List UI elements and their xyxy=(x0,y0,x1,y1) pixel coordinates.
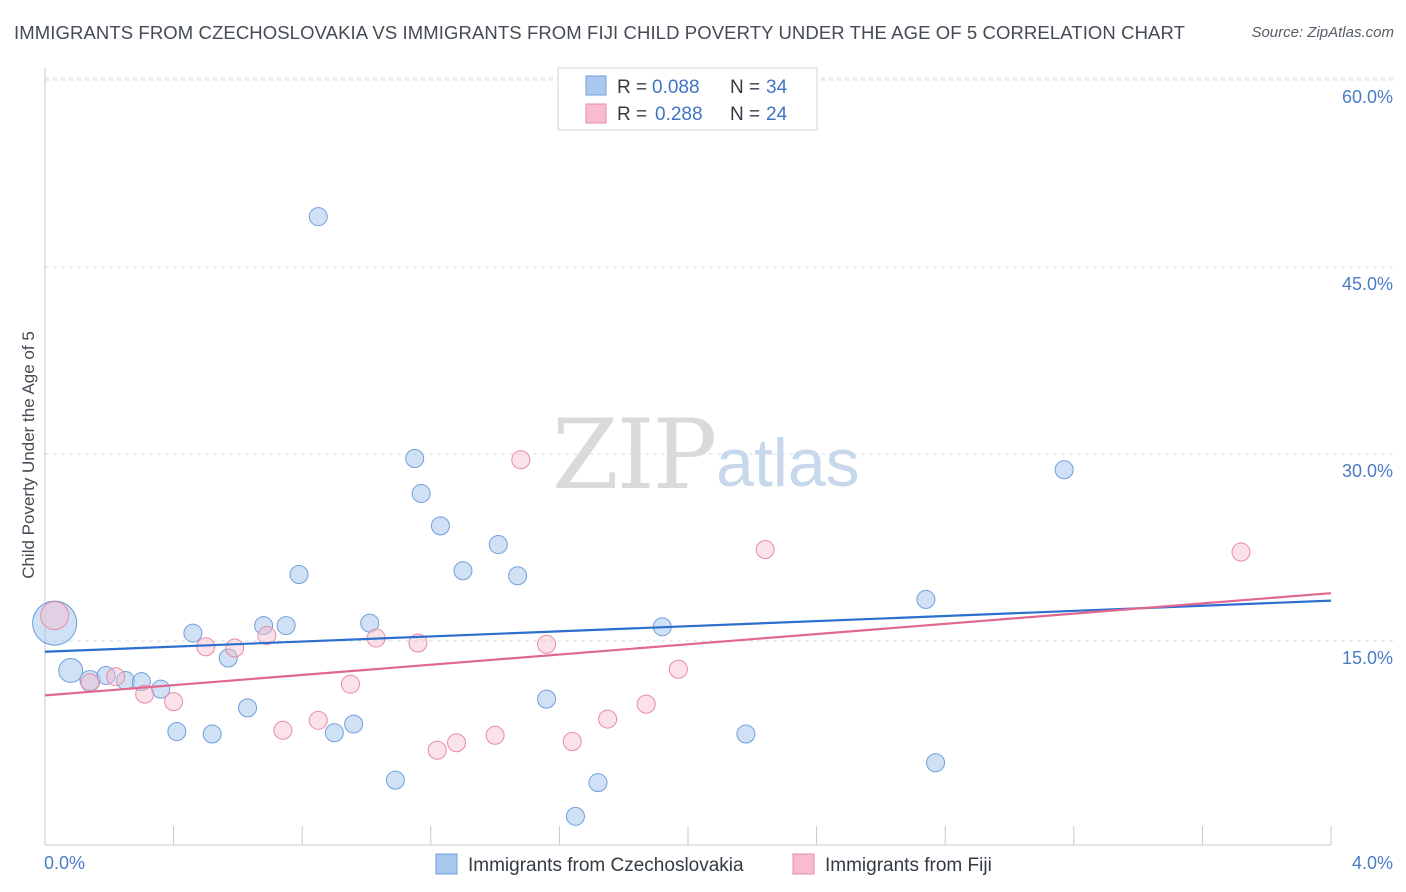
point-czechoslovakia xyxy=(385,770,405,790)
chart-title: IMMIGRANTS FROM CZECHOSLOVAKIA VS IMMIGR… xyxy=(14,22,1186,43)
bottom-legend-swatch-fiji xyxy=(792,853,815,875)
legend-r-value-2: 0.288 xyxy=(655,104,703,125)
legend-n-label-1: N = xyxy=(730,77,760,98)
x-tick-label-min: 0.0% xyxy=(44,853,85,873)
point-fiji xyxy=(106,667,126,687)
legend-box: R = 0.088 N = 34 R = 0.288 N = 24 xyxy=(557,67,818,131)
bottom-legend-label-fiji: Immigrants from Fiji xyxy=(825,855,992,876)
point-fiji xyxy=(308,710,328,730)
y-tick-label: 30.0% xyxy=(1342,461,1393,481)
point-czechoslovakia xyxy=(736,724,756,744)
points-layer xyxy=(32,207,1251,826)
point-czechoslovakia xyxy=(508,566,528,586)
chart-source: Source: ZipAtlas.com xyxy=(1251,24,1394,41)
point-fiji xyxy=(447,733,467,753)
y-axis-label: Child Poverty Under the Age of 5 xyxy=(19,331,38,579)
point-czechoslovakia xyxy=(238,698,258,718)
point-czechoslovakia xyxy=(453,561,473,581)
point-czechoslovakia xyxy=(183,623,203,643)
point-fiji xyxy=(273,720,293,740)
bottom-legend-swatch-czechoslovakia xyxy=(435,853,458,875)
y-tick-label: 15.0% xyxy=(1342,648,1393,668)
point-czechoslovakia xyxy=(96,665,116,685)
watermark-zip: ZIP xyxy=(552,399,715,511)
point-czechoslovakia xyxy=(344,714,364,734)
point-czechoslovakia xyxy=(1054,460,1074,480)
point-fiji xyxy=(562,732,582,752)
watermark-atlas: atlas xyxy=(716,425,860,501)
point-czechoslovakia xyxy=(324,723,344,743)
point-czechoslovakia xyxy=(202,724,222,744)
point-czechoslovakia xyxy=(488,535,508,555)
legend-n-label-2: N = xyxy=(730,104,760,125)
point-czechoslovakia xyxy=(218,648,238,668)
point-fiji xyxy=(537,634,557,654)
legend-r-label-2: R = xyxy=(617,104,647,125)
point-fiji xyxy=(80,673,100,693)
y-tick-label: 45.0% xyxy=(1342,274,1393,294)
point-czechoslovakia xyxy=(308,207,328,227)
point-fiji xyxy=(196,637,216,657)
legend-r-label-1: R = xyxy=(617,77,647,98)
point-fiji xyxy=(511,450,531,470)
point-fiji xyxy=(636,694,656,714)
point-czechoslovakia xyxy=(411,483,431,503)
point-fiji xyxy=(427,740,447,760)
point-czechoslovakia xyxy=(276,616,296,636)
legend-swatch-czechoslovakia xyxy=(585,75,607,96)
point-czechoslovakia xyxy=(58,657,84,683)
point-czechoslovakia xyxy=(537,689,557,709)
point-czechoslovakia xyxy=(430,516,450,536)
grid-layer xyxy=(45,77,1393,642)
legend-r-value-1: 0.088 xyxy=(652,77,700,98)
point-fiji xyxy=(225,638,245,658)
point-fiji xyxy=(257,626,277,646)
watermark: ZIP atlas xyxy=(552,399,860,511)
bottom-legend-label-czechoslovakia: Immigrants from Czechoslovakia xyxy=(468,855,744,876)
legend-swatch-fiji xyxy=(585,103,607,124)
trend-layer xyxy=(44,592,1332,697)
point-czechoslovakia xyxy=(289,564,309,584)
legend-n-value-2: 24 xyxy=(766,104,788,125)
point-fiji xyxy=(485,725,505,745)
point-czechoslovakia xyxy=(926,753,946,773)
point-czechoslovakia xyxy=(588,773,608,793)
point-czechoslovakia xyxy=(32,600,78,646)
point-fiji xyxy=(1231,542,1251,562)
x-tick-label-max: 4.0% xyxy=(1352,853,1393,873)
y-tick-label: 60.0% xyxy=(1342,87,1393,107)
axis-layer: 15.0% 30.0% 45.0% 60.0% 0.0% 4.0% xyxy=(44,68,1393,873)
trendline-fiji xyxy=(44,592,1332,697)
bottom-legend: Immigrants from Czechoslovakia Immigrant… xyxy=(435,853,992,876)
point-fiji xyxy=(164,692,184,712)
point-czechoslovakia xyxy=(916,589,936,609)
point-fiji xyxy=(340,674,360,694)
point-czechoslovakia xyxy=(405,449,425,469)
point-fiji xyxy=(755,540,775,560)
point-fiji xyxy=(40,601,70,631)
legend-n-value-1: 34 xyxy=(766,77,788,98)
point-fiji xyxy=(598,709,618,729)
point-fiji xyxy=(408,633,428,653)
point-czechoslovakia xyxy=(167,722,187,742)
point-fiji xyxy=(135,684,155,704)
point-fiji xyxy=(668,659,688,679)
point-czechoslovakia xyxy=(131,672,151,692)
point-czechoslovakia xyxy=(565,806,585,826)
